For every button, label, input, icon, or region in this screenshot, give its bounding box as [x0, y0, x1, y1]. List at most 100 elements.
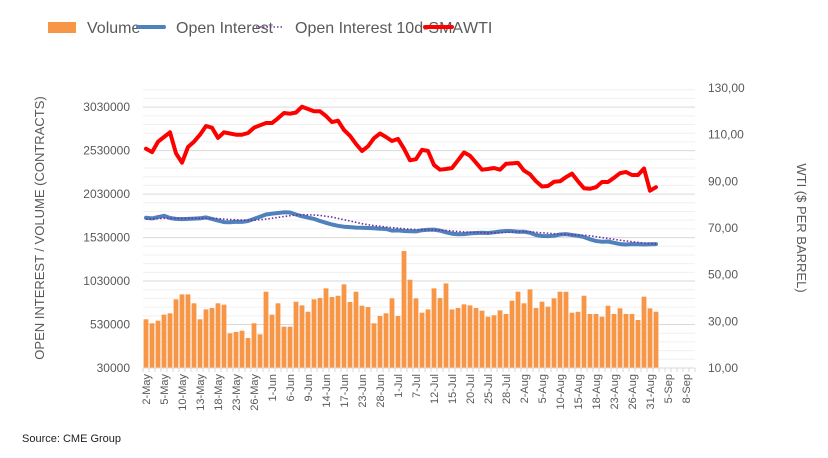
gridlines: [143, 89, 695, 369]
x-tick-label: 10-May: [177, 374, 189, 411]
x-tick-label: 26-May: [249, 374, 261, 411]
legend-sma-label: Open Interest 10d-SMA: [295, 20, 463, 37]
volume-bar: [479, 310, 485, 368]
right-axis-title: WTI ($ PER BARREL): [794, 163, 809, 292]
volume-bar: [599, 316, 605, 368]
volume-bar: [143, 319, 149, 368]
volume-bar: [329, 297, 335, 368]
volume-bar: [407, 279, 413, 368]
volume-bar: [185, 294, 191, 368]
volume-bar: [179, 294, 185, 368]
left-axis-ticks: 30000 530000 1030000 1530000 2030000 2530000 3…: [83, 100, 130, 375]
volume-bar: [311, 299, 317, 368]
x-tick-label: 10-Aug: [555, 374, 567, 409]
volume-bar: [509, 300, 515, 368]
volume-bar: [167, 313, 173, 368]
volume-bar: [611, 314, 617, 368]
volume-bar: [161, 314, 167, 368]
volume-bar: [323, 288, 329, 368]
open-interest-line: [144, 210, 658, 247]
volume-bar: [527, 289, 533, 368]
right-tick-label: 130,00: [708, 81, 745, 95]
volume-bar: [617, 308, 623, 368]
volume-bar: [383, 313, 389, 368]
volume-bar: [437, 298, 443, 368]
x-tick-label: 25-Jul: [483, 374, 495, 404]
volume-bar: [251, 323, 257, 368]
right-tick-label: 110,00: [708, 128, 744, 142]
volume-bar: [209, 308, 215, 368]
volume-bar: [377, 316, 383, 368]
open-interest-sma-line: [146, 213, 657, 245]
volume-bar: [191, 303, 197, 368]
left-tick-label: 2530000: [83, 144, 130, 158]
x-tick-label: 6-Jun: [285, 374, 297, 402]
volume-bar: [269, 314, 275, 368]
volume-bar: [653, 311, 659, 368]
volume-bar: [569, 312, 575, 368]
x-tick-label: 23-Aug: [609, 374, 621, 409]
x-tick-label: 13-May: [195, 374, 207, 411]
left-axis-title: OPEN INTEREST / VOLUME (CONTRACTS): [32, 96, 47, 359]
volume-bars: [143, 251, 659, 368]
legend: Volume Open Interest Open Interest 10d-S…: [48, 20, 492, 37]
x-tick-label: 28-Jun: [375, 374, 387, 408]
volume-bar: [293, 301, 299, 368]
volume-bar: [149, 323, 155, 368]
x-tick-label: 7-Jul: [411, 374, 423, 398]
volume-bar: [287, 326, 293, 368]
left-tick-label: 1030000: [83, 274, 130, 288]
volume-bar: [575, 311, 581, 368]
volume-bar: [605, 305, 611, 368]
volume-bar: [449, 309, 455, 368]
x-tick-label: 23-May: [231, 374, 243, 411]
x-tick-label: 28-Jul: [501, 374, 513, 404]
volume-bar: [551, 298, 557, 368]
volume-bar: [359, 305, 365, 368]
volume-bar: [299, 305, 305, 368]
volume-bar: [467, 305, 473, 368]
right-tick-label: 50,00: [708, 268, 738, 282]
volume-bar: [215, 303, 221, 368]
volume-bar: [389, 298, 395, 368]
x-tick-label: 8-Sep: [681, 374, 693, 403]
volume-bar: [401, 251, 407, 368]
volume-bar: [173, 299, 179, 368]
volume-bar: [371, 323, 377, 368]
volume-bar: [305, 311, 311, 368]
legend-volume-swatch: [48, 22, 76, 33]
series-lines: [144, 104, 658, 247]
volume-bar: [521, 303, 527, 368]
x-tick-label: 12-Jul: [429, 374, 441, 404]
volume-bar: [581, 295, 587, 368]
right-tick-label: 70,00: [708, 221, 738, 235]
volume-bar: [281, 326, 287, 368]
volume-bar: [515, 291, 521, 368]
volume-bar: [563, 291, 569, 368]
volume-bar: [503, 314, 509, 368]
left-tick-label: 2030000: [83, 187, 130, 201]
x-tick-label: 9-Jun: [303, 374, 315, 402]
volume-bar: [413, 298, 419, 368]
x-tick-label: 15-Jul: [447, 374, 459, 404]
volume-bar: [497, 310, 503, 368]
x-tick-label: 15-Aug: [573, 374, 585, 409]
right-tick-label: 10,00: [708, 361, 738, 375]
volume-bar: [317, 298, 323, 368]
x-tick-label: 26-Aug: [627, 374, 639, 409]
x-tick-label: 1-Jun: [267, 374, 279, 402]
volume-bar: [629, 314, 635, 368]
volume-bar: [233, 332, 239, 368]
volume-bar: [587, 314, 593, 368]
volume-bar: [335, 295, 341, 368]
x-axis-ticks: 2-May 5-May 10-May 13-May 18-May 23-May 26-May…: [141, 367, 696, 411]
volume-bar: [545, 306, 551, 368]
x-tick-label: 2-Aug: [519, 374, 531, 403]
volume-bar: [557, 291, 563, 368]
volume-bar: [419, 312, 425, 368]
volume-bar: [341, 284, 347, 368]
volume-bar: [347, 302, 353, 368]
volume-bar: [353, 291, 359, 368]
right-axis-ticks: 10,00 30,00 50,00 70,00 90,00 110,00 130,00: [708, 81, 745, 375]
